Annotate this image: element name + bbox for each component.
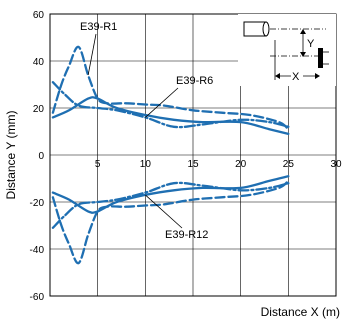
e39-r1-line-upper bbox=[51, 45, 290, 131]
y-tick-label: 0 bbox=[38, 151, 44, 162]
annotation-leader bbox=[145, 194, 183, 229]
e39-r1-line-lower bbox=[51, 179, 290, 265]
x-tick-label: 25 bbox=[283, 159, 295, 170]
inset-diagram: Y X bbox=[238, 14, 336, 86]
plot-frame bbox=[49, 13, 337, 297]
emitter-lens-icon bbox=[262, 21, 270, 37]
y-tick-label: -40 bbox=[30, 245, 45, 256]
receiver-icon bbox=[318, 48, 323, 68]
y-axis-label: Distance Y (mm) bbox=[4, 111, 18, 200]
annotation-leader bbox=[87, 33, 97, 76]
annotation-label: E39-R1 bbox=[80, 21, 117, 33]
annotation-label: E39-R6 bbox=[176, 75, 213, 87]
x-tick-label: 10 bbox=[140, 159, 152, 170]
x-tick-label: 30 bbox=[330, 159, 342, 170]
annotation-leader bbox=[145, 87, 179, 118]
y-tick-label: -60 bbox=[30, 292, 45, 303]
series-lines bbox=[51, 45, 290, 265]
inset-y-arrowhead-top bbox=[300, 29, 306, 34]
inset-x-arrowhead-right bbox=[315, 73, 320, 79]
inset-x-label: X bbox=[292, 71, 300, 83]
annotations: E39-R1 E39-R6 E39-R12 bbox=[80, 21, 213, 241]
inset-x-arrowhead-left bbox=[275, 73, 280, 79]
inset-y-arrowhead-bottom bbox=[300, 52, 306, 57]
y-tick-label: 60 bbox=[33, 10, 45, 21]
x-tick-label: 15 bbox=[187, 159, 199, 170]
inset-x-label-bg bbox=[291, 69, 303, 82]
e39-r6-line-upper bbox=[51, 81, 290, 129]
x-axis-label: Distance X (m) bbox=[261, 305, 340, 319]
y-tick-label: -20 bbox=[30, 198, 45, 209]
y-tick-label: 20 bbox=[33, 104, 45, 115]
x-tick-label: 20 bbox=[235, 159, 247, 170]
e39-r6-line-lower bbox=[51, 181, 290, 229]
e39-r12-line-lower bbox=[51, 175, 290, 214]
e39-r12-line-upper bbox=[51, 96, 290, 136]
axes bbox=[49, 13, 337, 297]
annotation-label: E39-R12 bbox=[165, 229, 208, 241]
tick-labels: 60 40 20 0 -20 -40 -60 5 10 15 20 25 30 bbox=[30, 10, 342, 303]
inset-y-label: Y bbox=[307, 38, 315, 50]
y-tick-label: 40 bbox=[33, 57, 45, 68]
x-tick-label: 5 bbox=[95, 159, 101, 170]
